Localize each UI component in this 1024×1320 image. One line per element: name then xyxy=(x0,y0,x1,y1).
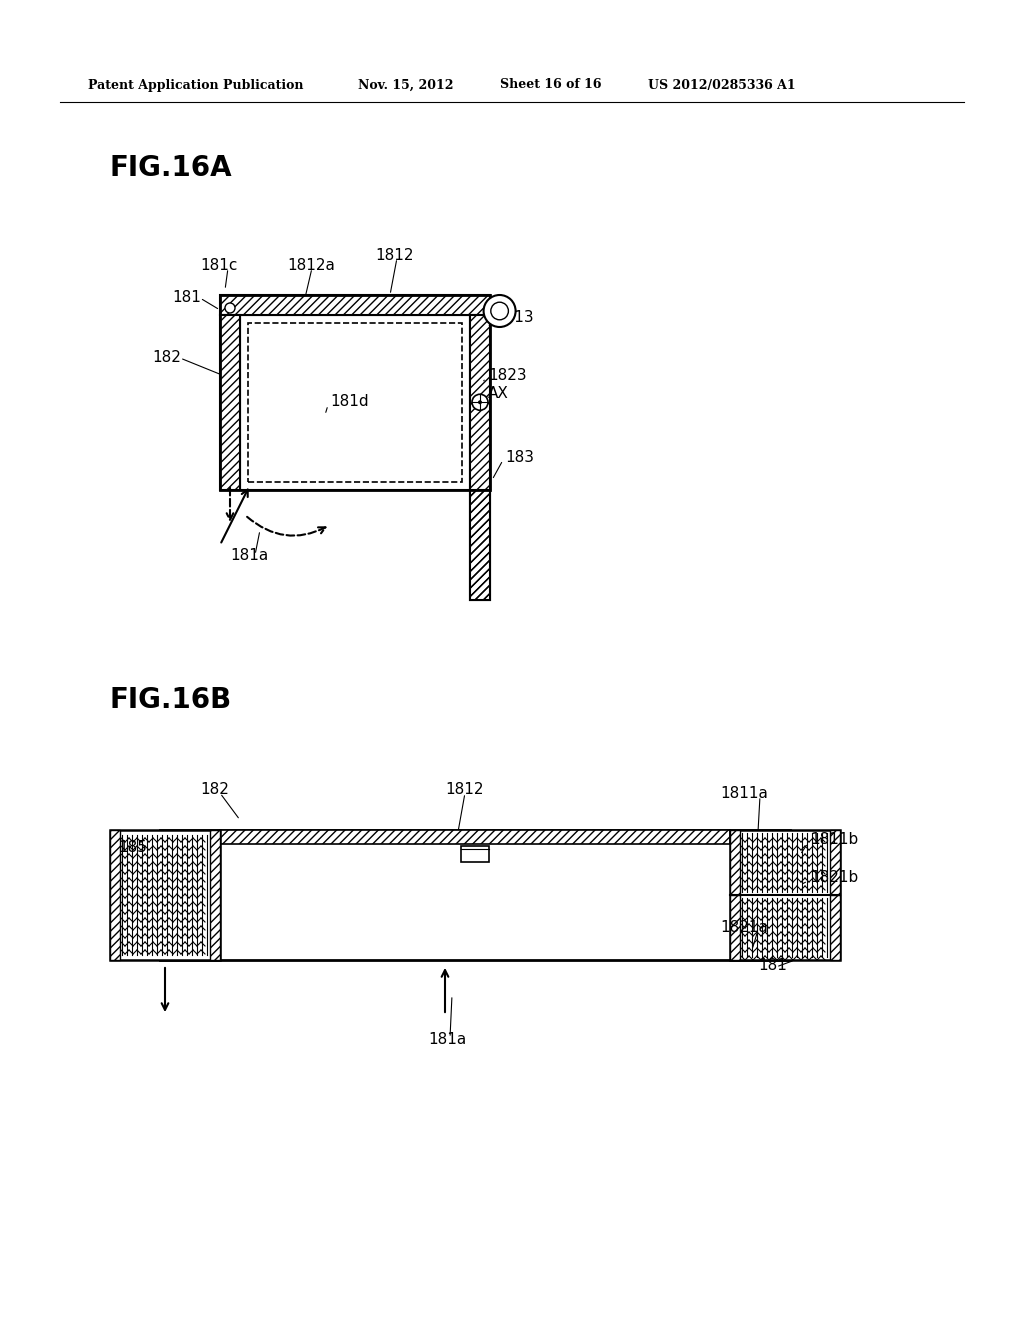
Text: 1823: 1823 xyxy=(488,367,526,383)
Text: 1812: 1812 xyxy=(375,248,414,263)
Text: FIG.16B: FIG.16B xyxy=(110,686,232,714)
Bar xyxy=(470,490,490,601)
Circle shape xyxy=(490,302,508,319)
Bar xyxy=(220,294,490,490)
Text: Sheet 16 of 16: Sheet 16 of 16 xyxy=(500,78,601,91)
Text: 1811a: 1811a xyxy=(720,785,768,800)
Bar xyxy=(470,490,490,601)
Text: FIG.16A: FIG.16A xyxy=(110,154,232,182)
Text: 182: 182 xyxy=(200,783,229,797)
Bar xyxy=(110,830,120,960)
Text: 1812: 1812 xyxy=(445,783,483,797)
Bar xyxy=(830,830,840,895)
Text: 181d: 181d xyxy=(330,395,369,409)
Bar xyxy=(830,895,840,960)
Text: 1821a: 1821a xyxy=(720,920,768,936)
Text: Nov. 15, 2012: Nov. 15, 2012 xyxy=(358,78,454,91)
Text: 185: 185 xyxy=(118,841,146,855)
Text: 181a: 181a xyxy=(428,1032,466,1048)
Text: 181a: 181a xyxy=(230,548,268,562)
Bar xyxy=(210,830,220,960)
Bar xyxy=(160,830,790,960)
Bar xyxy=(220,830,730,843)
Circle shape xyxy=(472,395,488,411)
Text: 182: 182 xyxy=(152,351,181,366)
Bar xyxy=(110,830,220,960)
Text: 181c: 181c xyxy=(200,257,238,272)
Bar xyxy=(830,830,840,895)
Text: 1813: 1813 xyxy=(495,310,534,326)
Circle shape xyxy=(483,294,516,327)
Text: 1821b: 1821b xyxy=(810,870,858,886)
Bar xyxy=(220,830,730,843)
Text: 183: 183 xyxy=(505,450,534,466)
Text: 181: 181 xyxy=(758,957,786,973)
Bar xyxy=(730,895,740,960)
Bar xyxy=(730,895,740,960)
Circle shape xyxy=(225,304,234,313)
Bar xyxy=(220,315,240,490)
Circle shape xyxy=(478,400,482,404)
Bar xyxy=(248,323,462,482)
Text: US 2012/0285336 A1: US 2012/0285336 A1 xyxy=(648,78,796,91)
Bar xyxy=(220,294,490,315)
Bar xyxy=(220,294,490,315)
Bar xyxy=(240,315,470,490)
Bar xyxy=(470,315,490,601)
Bar xyxy=(220,315,240,490)
Bar xyxy=(730,830,740,895)
Bar xyxy=(830,895,840,960)
Text: 1812a: 1812a xyxy=(287,257,335,272)
Bar xyxy=(461,846,489,862)
Text: 181: 181 xyxy=(172,290,201,305)
Text: Patent Application Publication: Patent Application Publication xyxy=(88,78,303,91)
Text: AX: AX xyxy=(488,385,509,400)
Bar xyxy=(470,315,490,601)
FancyArrowPatch shape xyxy=(247,517,326,536)
Text: 1811b: 1811b xyxy=(810,833,858,847)
Bar xyxy=(730,830,740,895)
Bar xyxy=(110,830,120,960)
Bar xyxy=(210,830,220,960)
Bar xyxy=(730,830,840,960)
